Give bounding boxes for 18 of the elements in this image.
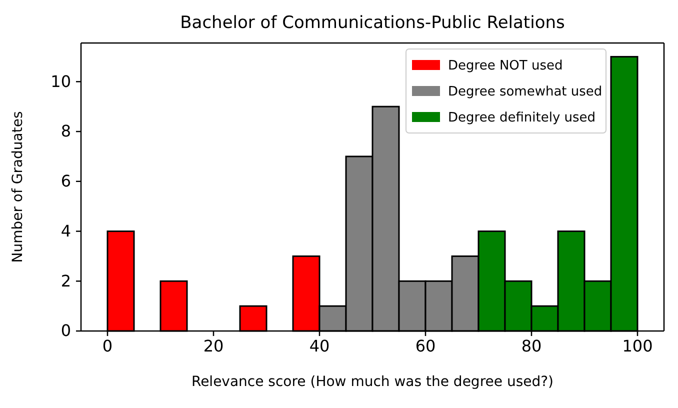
y-tick-label: 10 [50, 72, 71, 91]
legend-label: Degree NOT used [448, 58, 563, 74]
y-tick-label: 4 [60, 221, 71, 240]
legend-label: Degree somewhat used [448, 84, 602, 100]
x-tick-label: 20 [203, 336, 224, 356]
x-tick-label: 40 [309, 336, 330, 356]
legend-label: Degree definitely used [448, 110, 596, 126]
y-tick-label: 0 [60, 321, 71, 340]
y-tick-label: 6 [60, 172, 71, 191]
x-tick-label: 100 [622, 336, 653, 356]
x-tick-label: 80 [521, 336, 542, 356]
x-axis-title: Relevance score (How much was the degree used?) [191, 374, 554, 390]
x-tick-label: 60 [415, 336, 436, 356]
chart-title: Bachelor of Communications-Public Relations [180, 13, 566, 33]
x-tick-label: 0 [102, 336, 113, 356]
y-tick-label: 8 [60, 122, 71, 141]
y-axis-title: Number of Graduates [10, 111, 26, 263]
y-tick-label: 2 [60, 271, 71, 290]
